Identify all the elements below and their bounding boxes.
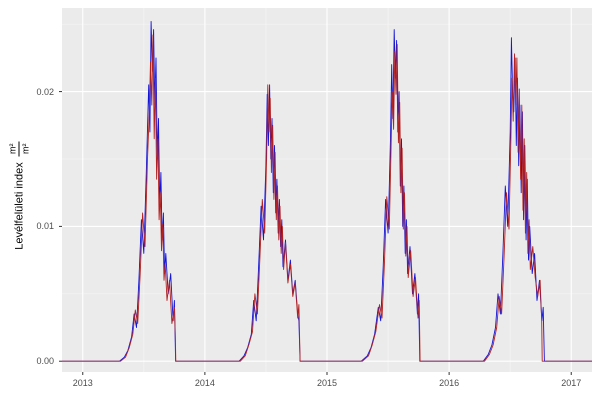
y-tick-label: 0.01 [36, 221, 54, 232]
x-tick-label: 2017 [561, 378, 582, 388]
y-axis-unit-numerator: m² [7, 143, 18, 155]
x-tick-label: 2014 [194, 378, 215, 388]
fraction-bar [18, 141, 20, 157]
x-tick-label: 2013 [72, 378, 93, 388]
y-axis-label: Levélfelületi index m² m² [8, 101, 31, 291]
y-axis-label-text: Levélfelületi index [13, 162, 25, 250]
y-tick-label: 0.00 [36, 356, 54, 367]
y-axis-unit-fraction: m² m² [7, 141, 31, 157]
y-axis-unit-denominator: m² [20, 143, 31, 155]
line-series-dark-red [62, 34, 592, 362]
x-tick-label: 2016 [439, 378, 460, 388]
y-tick-label: 0.02 [36, 86, 54, 97]
x-tick-label: 2015 [316, 378, 338, 388]
